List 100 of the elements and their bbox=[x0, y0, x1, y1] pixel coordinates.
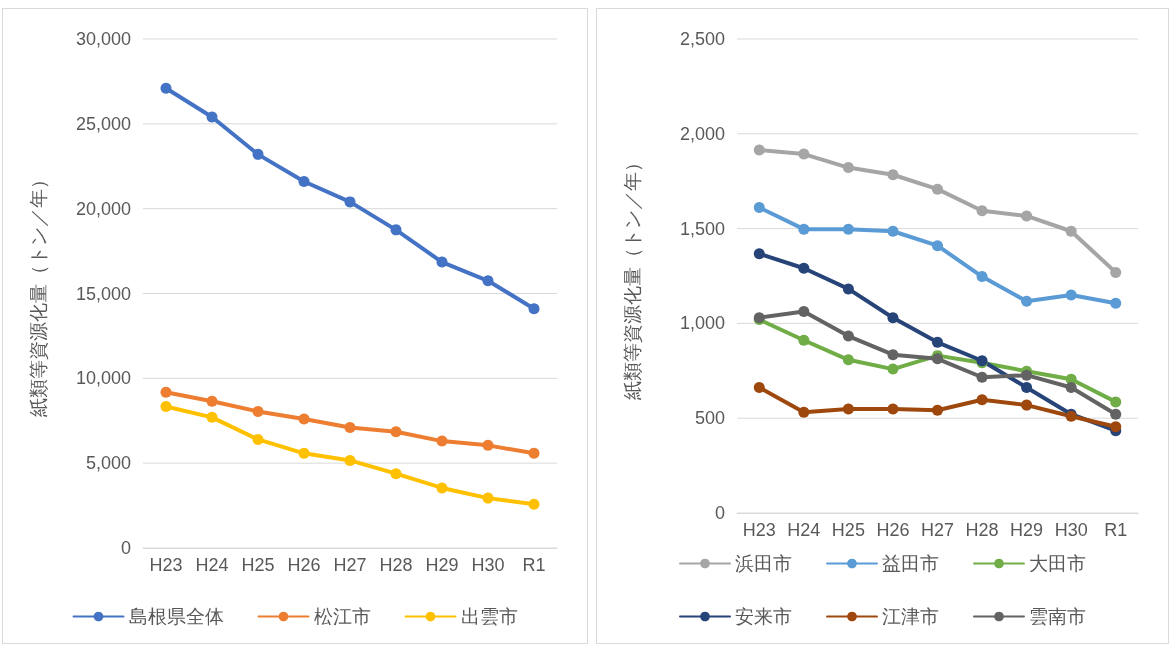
point bbox=[976, 205, 988, 217]
point bbox=[344, 196, 356, 208]
legend-label: 島根県全体 bbox=[128, 606, 224, 627]
point bbox=[753, 202, 765, 214]
point bbox=[390, 468, 402, 480]
point bbox=[798, 262, 810, 274]
point bbox=[528, 303, 540, 315]
x-tick-label: H25 bbox=[241, 555, 275, 575]
y-tick-label: 10,000 bbox=[75, 368, 131, 389]
point bbox=[798, 223, 810, 235]
point bbox=[1065, 381, 1077, 393]
point bbox=[390, 224, 402, 236]
point bbox=[344, 454, 356, 466]
point bbox=[887, 225, 899, 237]
x-tick-label: R1 bbox=[522, 555, 546, 575]
point bbox=[842, 403, 854, 415]
point bbox=[976, 394, 988, 406]
point bbox=[482, 275, 494, 287]
point bbox=[1065, 225, 1077, 237]
point bbox=[160, 401, 172, 412]
point bbox=[1021, 369, 1033, 381]
point bbox=[160, 386, 172, 398]
legend-label: 益田市 bbox=[882, 553, 939, 574]
point bbox=[1110, 408, 1122, 420]
point bbox=[160, 82, 172, 94]
point bbox=[753, 381, 765, 393]
legend-label: 松江市 bbox=[313, 606, 371, 627]
x-tick-label: H25 bbox=[831, 520, 865, 540]
point bbox=[932, 404, 943, 416]
point bbox=[842, 330, 854, 342]
point bbox=[1021, 210, 1033, 222]
point bbox=[206, 411, 218, 423]
x-tick-label: H23 bbox=[742, 520, 776, 540]
point bbox=[436, 435, 448, 447]
point bbox=[252, 405, 264, 417]
y-tick-label: 2,000 bbox=[679, 123, 725, 144]
legend-label: 大田市 bbox=[1029, 553, 1086, 574]
point bbox=[298, 447, 310, 459]
x-tick-label: H27 bbox=[333, 555, 367, 575]
point bbox=[528, 447, 540, 459]
x-tick-label: H26 bbox=[287, 555, 321, 575]
point bbox=[887, 349, 899, 361]
x-tick-label: H24 bbox=[787, 520, 821, 540]
x-tick-label: H26 bbox=[876, 520, 910, 540]
x-tick-label: H28 bbox=[379, 555, 413, 575]
legend-label: 江津市 bbox=[882, 606, 939, 627]
x-tick-label: H23 bbox=[149, 555, 183, 575]
point bbox=[932, 336, 943, 348]
point bbox=[932, 240, 943, 252]
point bbox=[842, 223, 854, 235]
point bbox=[1021, 399, 1033, 411]
y-tick-label: 0 bbox=[714, 503, 725, 523]
point bbox=[1110, 396, 1122, 408]
x-tick-label: H30 bbox=[471, 555, 505, 575]
point bbox=[887, 403, 899, 415]
y-tick-label: 5,000 bbox=[85, 453, 131, 474]
x-tick-label: H29 bbox=[1010, 520, 1044, 540]
y-axis-title: 紙類等資源化量（トン／年） bbox=[28, 170, 49, 417]
point bbox=[252, 433, 264, 445]
y-tick-label: 1,000 bbox=[679, 313, 725, 334]
x-tick-label: H28 bbox=[965, 520, 999, 540]
y-tick-label: 1,500 bbox=[679, 218, 725, 239]
point bbox=[1021, 381, 1033, 393]
legend-label: 浜田市 bbox=[735, 553, 792, 574]
point bbox=[1110, 297, 1122, 309]
point bbox=[528, 498, 540, 510]
point bbox=[798, 334, 810, 346]
point bbox=[1110, 266, 1122, 278]
point bbox=[976, 271, 988, 283]
x-tick-label: H24 bbox=[195, 555, 229, 575]
point bbox=[1110, 421, 1122, 433]
point bbox=[976, 371, 988, 383]
point bbox=[798, 406, 810, 418]
y-axis-title: 紙類等資源化量（トン／年） bbox=[622, 152, 643, 400]
point bbox=[1021, 295, 1033, 307]
y-tick-label: 2,500 bbox=[679, 29, 725, 49]
legend-label: 出雲市 bbox=[460, 606, 518, 627]
y-tick-label: 25,000 bbox=[75, 113, 131, 134]
point bbox=[436, 482, 448, 494]
point bbox=[1065, 289, 1077, 301]
x-tick-label: H30 bbox=[1054, 520, 1088, 540]
point bbox=[753, 248, 765, 260]
point bbox=[252, 148, 264, 160]
x-tick-label: H27 bbox=[920, 520, 955, 540]
y-tick-label: 0 bbox=[120, 538, 131, 558]
x-tick-label: R1 bbox=[1104, 520, 1128, 540]
y-tick-label: 20,000 bbox=[75, 198, 131, 219]
point bbox=[798, 305, 810, 317]
legend-label: 安来市 bbox=[735, 606, 792, 627]
y-tick-label: 15,000 bbox=[75, 283, 131, 304]
point bbox=[887, 363, 899, 375]
point bbox=[753, 144, 765, 156]
point bbox=[932, 183, 943, 195]
point bbox=[298, 413, 310, 425]
y-tick-label: 30,000 bbox=[75, 29, 131, 49]
point bbox=[887, 169, 899, 181]
point bbox=[344, 422, 356, 434]
legend-label: 雲南市 bbox=[1029, 606, 1086, 627]
y-tick-label: 500 bbox=[694, 408, 725, 429]
point bbox=[887, 312, 899, 324]
